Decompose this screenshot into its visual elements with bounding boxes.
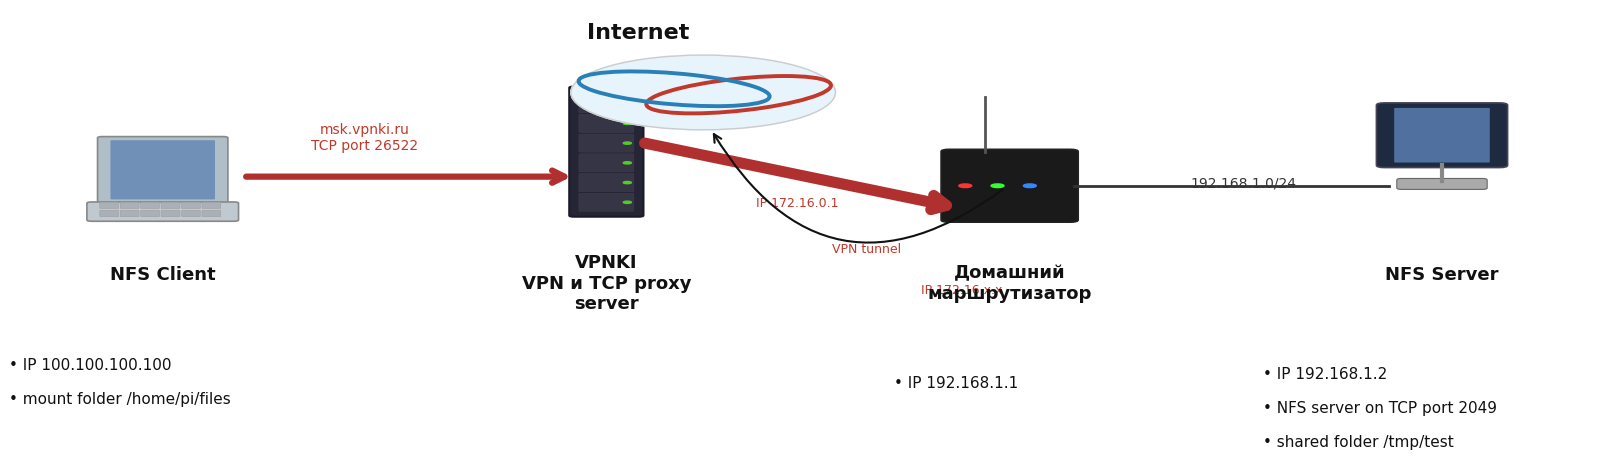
FancyBboxPatch shape <box>181 202 200 208</box>
Circle shape <box>624 142 632 144</box>
Text: • IP 100.100.100.100: • IP 100.100.100.100 <box>10 358 171 373</box>
FancyBboxPatch shape <box>1396 179 1487 190</box>
FancyBboxPatch shape <box>579 193 633 211</box>
FancyBboxPatch shape <box>141 210 160 217</box>
FancyBboxPatch shape <box>941 149 1078 222</box>
FancyBboxPatch shape <box>162 210 179 217</box>
FancyBboxPatch shape <box>569 87 643 217</box>
Circle shape <box>991 184 1004 188</box>
FancyBboxPatch shape <box>141 202 160 208</box>
Text: msk.vpnki.ru
TCP port 26522: msk.vpnki.ru TCP port 26522 <box>310 123 419 153</box>
FancyBboxPatch shape <box>579 95 633 113</box>
Circle shape <box>624 181 632 184</box>
FancyBboxPatch shape <box>100 210 118 217</box>
FancyBboxPatch shape <box>110 140 215 199</box>
FancyBboxPatch shape <box>162 202 179 208</box>
Text: VPNKI
VPN и TCP proxy
server: VPNKI VPN и TCP proxy server <box>522 254 692 313</box>
FancyBboxPatch shape <box>202 210 221 217</box>
FancyBboxPatch shape <box>1377 103 1508 168</box>
Text: • mount folder /home/pi/files: • mount folder /home/pi/files <box>10 392 231 407</box>
Text: • IP 192.168.1.1: • IP 192.168.1.1 <box>894 376 1018 391</box>
Text: 192.168.1.0/24: 192.168.1.0/24 <box>1191 176 1296 191</box>
Circle shape <box>570 55 835 130</box>
Text: IP 172.16.0.1: IP 172.16.0.1 <box>756 197 839 211</box>
Text: IP 172.16.x.x: IP 172.16.x.x <box>921 284 1002 297</box>
FancyBboxPatch shape <box>579 174 633 191</box>
FancyBboxPatch shape <box>579 134 633 152</box>
Circle shape <box>624 201 632 203</box>
FancyBboxPatch shape <box>87 202 239 221</box>
FancyBboxPatch shape <box>120 210 139 217</box>
FancyBboxPatch shape <box>100 202 118 208</box>
Text: • IP 192.168.1.2: • IP 192.168.1.2 <box>1264 367 1387 382</box>
FancyBboxPatch shape <box>181 210 200 217</box>
Text: Internet: Internet <box>588 23 690 43</box>
Circle shape <box>958 184 971 188</box>
Text: • shared folder /tmp/test: • shared folder /tmp/test <box>1264 436 1454 451</box>
Text: VPN tunnel: VPN tunnel <box>832 243 902 256</box>
FancyBboxPatch shape <box>120 202 139 208</box>
Text: • NFS server on TCP port 2049: • NFS server on TCP port 2049 <box>1264 401 1496 416</box>
FancyBboxPatch shape <box>202 202 221 208</box>
Circle shape <box>624 103 632 105</box>
Circle shape <box>624 122 632 125</box>
Text: Домашний
маршрутизатор: Домашний маршрутизатор <box>928 264 1092 303</box>
Circle shape <box>624 162 632 164</box>
FancyBboxPatch shape <box>579 154 633 172</box>
Text: NFS Server: NFS Server <box>1385 266 1498 284</box>
FancyBboxPatch shape <box>579 114 633 132</box>
FancyBboxPatch shape <box>97 136 228 203</box>
Circle shape <box>1023 184 1036 188</box>
FancyBboxPatch shape <box>1395 108 1490 163</box>
Text: NFS Client: NFS Client <box>110 266 215 284</box>
